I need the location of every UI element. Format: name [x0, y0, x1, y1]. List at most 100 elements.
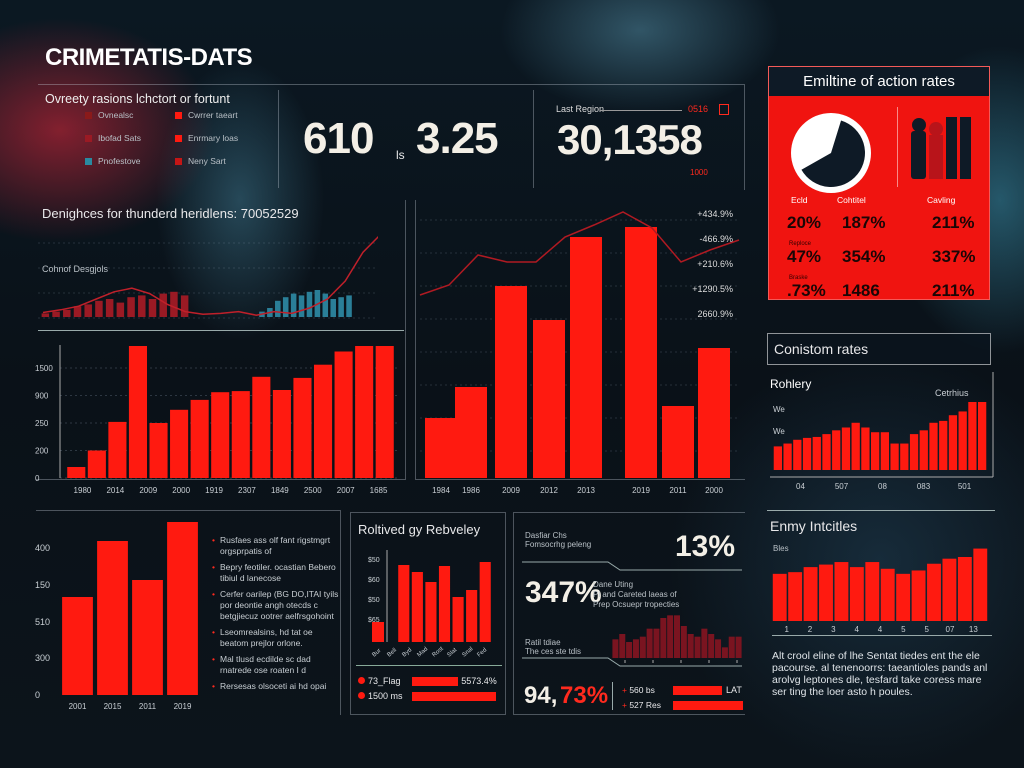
x-tick-label: 2014: [106, 486, 124, 495]
hist-bar: [612, 639, 619, 658]
bar: [973, 548, 988, 621]
bar: [438, 566, 451, 642]
region-code: 0516: [688, 104, 709, 114]
bar: [313, 364, 333, 478]
area-bar-teal: [322, 293, 329, 317]
hist-bar: [680, 626, 687, 658]
x-tick-label: 07: [946, 625, 955, 634]
area-bar-red: [180, 295, 189, 317]
x-tick-label: 2009: [139, 486, 157, 495]
robbery-title: Rohlery: [770, 377, 811, 391]
x-tick-label: 1: [784, 625, 789, 634]
progress-label: 1500 ms: [358, 691, 403, 701]
bar-chart-left: 0 200 250 900 1500 1980 2014 2009 2000 1919 2307 18…: [35, 345, 400, 495]
hist-bar: [694, 636, 701, 658]
bar: [662, 406, 694, 478]
area-bar-teal: [290, 293, 297, 317]
rebveley-title: Roltived gy Rebveley: [358, 522, 481, 537]
x-tick-label: 2000: [172, 486, 190, 495]
bar-line-panel: [415, 200, 745, 480]
region-box-icon: [719, 104, 729, 115]
bullet-item: Cerfer oarilep (BG DO,ITAI tyils por deo…: [212, 589, 342, 622]
hist-bar: [632, 639, 639, 658]
right-label: +1290.5%: [692, 284, 733, 294]
summary-connector-lines: [522, 561, 742, 667]
x-tick-label: 5: [901, 625, 906, 634]
bar: [832, 430, 841, 470]
divider: [38, 330, 404, 331]
y-tick-label: 510: [35, 617, 50, 627]
hist-bar: [687, 634, 694, 658]
bar: [927, 563, 941, 621]
area-bar-teal: [282, 297, 289, 317]
action-rate-value: 337%: [932, 247, 976, 266]
bar: [372, 622, 384, 642]
bar: [968, 402, 977, 470]
x-tick-label: 4: [854, 625, 859, 634]
action-rates-column: Cavling: [927, 195, 956, 205]
bar: [190, 399, 209, 478]
x-tick-label: Bell: [386, 647, 398, 658]
rebveley-panel: [350, 512, 506, 715]
kpi-secondary-value: 3.25: [416, 114, 499, 163]
bullet-item: Lseomrealsins, hd tat oe beatom prejlor …: [212, 627, 342, 649]
y-tick-label: 200: [35, 447, 49, 456]
region-foot: 1000: [690, 168, 708, 177]
y-tick-label: 900: [35, 392, 49, 401]
bar: [909, 434, 919, 470]
area-bar-red: [148, 299, 157, 317]
bar: [919, 430, 928, 470]
people-bars-icon: [911, 117, 971, 179]
x-tick-label: 2307: [238, 486, 256, 495]
bar: [167, 522, 198, 695]
bar: [841, 427, 851, 470]
x-tick-label: 507: [835, 482, 849, 491]
legend-swatch: [175, 135, 182, 143]
x-tick-label: 2011: [139, 702, 157, 711]
area-bar-teal: [275, 300, 281, 317]
area-line: [42, 235, 378, 316]
x-tick-label: 2019: [174, 702, 192, 711]
divider: [897, 107, 898, 187]
x-tick-label: Bur: [371, 648, 382, 659]
x-tick-label: 2001: [69, 702, 87, 711]
summary-mid-pct: 347%: [525, 576, 602, 609]
conistom-rates-box: Conistom rates: [767, 333, 991, 365]
legend-label: Neny Sart: [188, 156, 226, 166]
legend-label: Ovnealsc: [98, 110, 134, 120]
x-tick-label: 2013: [577, 486, 595, 495]
action-rate-value: 1486: [842, 281, 880, 300]
x-tick-label: 1986: [462, 486, 480, 495]
area-bar-red: [170, 291, 178, 317]
bar: [108, 421, 127, 478]
trend-title: Denighces for thunderd heridlens: 700525…: [42, 206, 299, 221]
summary-bottom-pct: 73%: [560, 682, 609, 709]
y-tick-label: $50: [368, 597, 380, 604]
dot-icon: [358, 677, 365, 684]
bullet-item: Rersesas olsoceti ai hd opai: [212, 681, 342, 692]
bar: [495, 286, 527, 478]
action-rates-row-label: Reploce: [789, 241, 812, 247]
summary-caption-3: Ratil tdiae The ces ste tdis: [525, 638, 582, 656]
bullet-item: Mal tlusd ecdilde sc dad rnatrede ose ro…: [212, 654, 342, 676]
region-label: Last Region: [556, 104, 605, 114]
hist-bar: [646, 628, 653, 658]
progress-label-text: 1500 ms: [368, 691, 403, 701]
area-bar-red: [41, 313, 50, 317]
action-rate-value: 354%: [842, 247, 886, 266]
x-tick-label: 5: [924, 625, 929, 634]
bar: [871, 432, 880, 470]
legend-label: Enrmary loas: [188, 133, 239, 143]
bar: [334, 351, 353, 478]
bar: [802, 437, 812, 470]
hist-bar: [735, 636, 742, 658]
bar: [132, 580, 163, 695]
summary-big-pct: 13%: [675, 530, 736, 563]
y-tick-label: 150: [35, 580, 50, 590]
hist-bar: [673, 615, 681, 658]
summary-legend-bar: [673, 686, 722, 695]
bar: [773, 446, 782, 470]
area-chart: [38, 235, 378, 319]
bar: [834, 562, 849, 621]
area-bar-red: [73, 306, 82, 317]
